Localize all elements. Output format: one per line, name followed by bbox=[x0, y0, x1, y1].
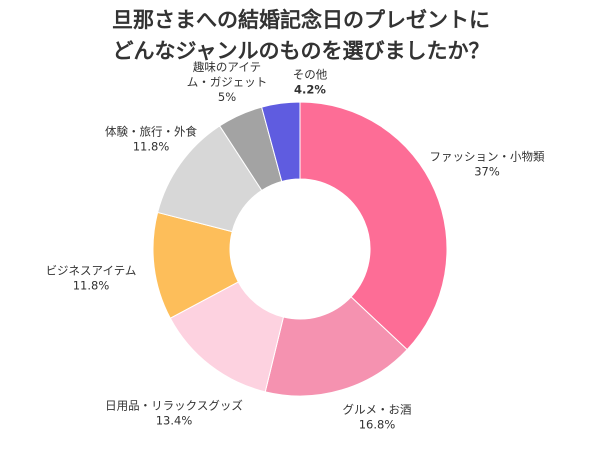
slice-value-label: 4.2% bbox=[294, 83, 326, 97]
slice-value-label: 11.8% bbox=[73, 279, 110, 293]
slice-category-label: その他 bbox=[293, 68, 328, 82]
slice-value-label: 16.8% bbox=[359, 418, 396, 432]
slice-value-label: 37% bbox=[474, 165, 500, 179]
slice-category-label: 趣味のアイテ bbox=[193, 60, 261, 74]
donut-slices bbox=[152, 101, 448, 397]
slice-category-label: 日用品・リラックスグッズ bbox=[105, 399, 243, 413]
slice-value-label: 5% bbox=[218, 90, 236, 104]
donut-slice-0 bbox=[299, 101, 448, 351]
slice-value-label: 13.4% bbox=[156, 414, 193, 428]
slice-category-label: ファッション・小物類 bbox=[430, 150, 545, 164]
slice-category-label: ム・ガジェット bbox=[187, 75, 268, 89]
chart-title-line-2: どんなジャンルのものを選びましたか？ bbox=[113, 39, 490, 63]
slice-category-label: ビジネスアイテム bbox=[46, 264, 137, 278]
chart-title-line-1: 旦那さまへの結婚記念日のプレゼントに bbox=[112, 8, 490, 32]
slice-value-label: 11.8% bbox=[133, 140, 170, 154]
donut-slice-1 bbox=[264, 296, 408, 397]
slice-category-label: 体験・旅行・外食 bbox=[105, 125, 197, 139]
slice-category-label: グルメ・お酒 bbox=[343, 403, 412, 417]
donut-slice-6 bbox=[261, 101, 301, 183]
